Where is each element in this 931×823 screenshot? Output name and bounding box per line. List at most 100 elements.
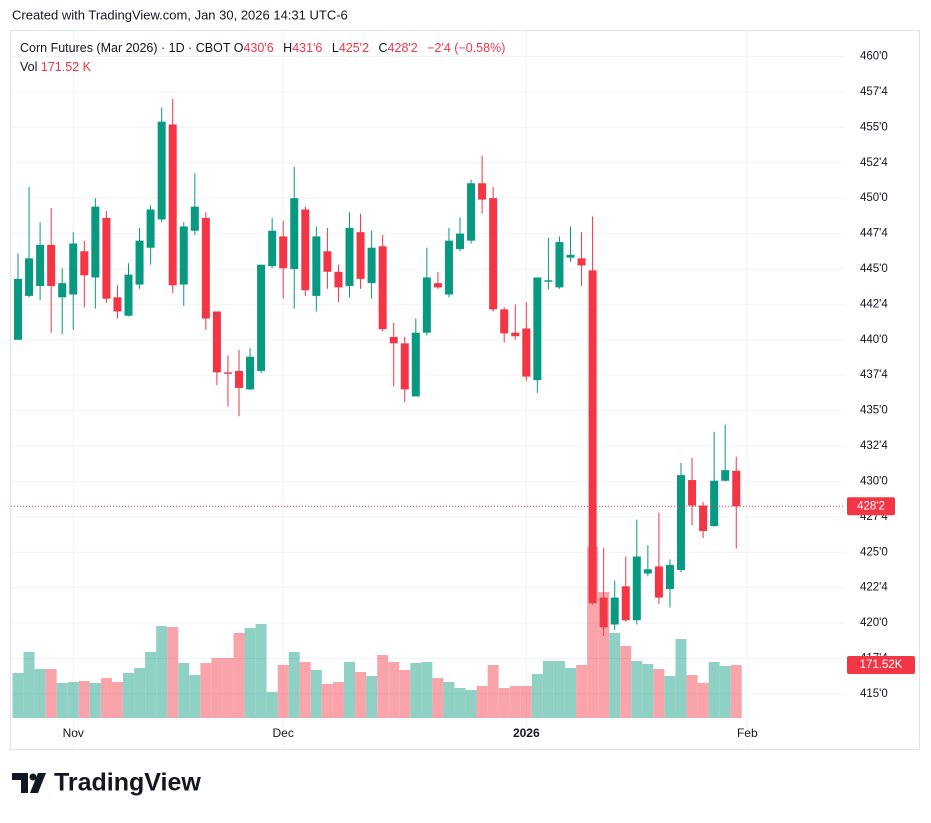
open-label: O: [233, 41, 244, 55]
y-tick-label: 422'4: [860, 582, 888, 594]
candle-body: [643, 569, 652, 574]
volume-bar: [520, 685, 532, 718]
volume-label: Vol: [20, 60, 38, 74]
candle-body: [456, 233, 464, 250]
volume-bar: [653, 668, 665, 718]
candle-body: [621, 586, 630, 621]
y-tick-label: 420'0: [860, 617, 888, 629]
volume-bar: [675, 639, 687, 718]
candle-body: [422, 277, 431, 333]
candle-body: [478, 183, 487, 200]
candle-body: [212, 311, 221, 373]
volume-bar: [730, 665, 742, 718]
volume-bar: [487, 665, 499, 718]
y-tick-label: 415'0: [860, 688, 888, 700]
volume-bar: [288, 651, 300, 718]
candle-body: [168, 124, 177, 286]
candle-body: [36, 244, 45, 286]
y-tick-label: 447'4: [860, 228, 888, 240]
volume-bar: [719, 665, 731, 718]
candle-body: [91, 206, 100, 278]
candle-body: [533, 277, 542, 381]
volume-bar: [89, 682, 101, 718]
y-tick-label: 457'4: [860, 86, 888, 98]
volume-bar: [23, 651, 35, 718]
candle-body: [279, 236, 288, 269]
volume-bar: [432, 678, 444, 718]
volume-bar: [553, 660, 565, 718]
candle-body: [577, 258, 586, 266]
candle-body: [47, 244, 56, 286]
last-price-label: 428'2: [857, 500, 885, 512]
volume-bar: [12, 673, 24, 718]
symbol: Corn Futures (Mar 2026) · 1D · CBOT: [20, 41, 231, 55]
volume-bar: [598, 592, 610, 718]
candle-body: [334, 271, 343, 288]
volume-bar: [222, 657, 234, 718]
volume-bar: [620, 646, 632, 718]
low-label: L: [331, 41, 339, 55]
candle-body: [257, 264, 266, 371]
volume-bar: [531, 673, 543, 718]
volume-bar: [421, 662, 433, 718]
candle-body: [433, 283, 442, 288]
candle-body: [246, 356, 255, 390]
volume-bar: [576, 665, 588, 718]
low-value: 425'2: [338, 41, 370, 55]
volume-bar: [189, 675, 201, 718]
legend: Corn Futures (Mar 2026) · 1D · CBOT O430…: [20, 39, 511, 77]
volume-bar: [697, 682, 709, 718]
x-tick-label: Feb: [737, 726, 758, 740]
high-value: 431'6: [292, 41, 323, 55]
volume-bar: [443, 682, 455, 718]
y-tick-label: 440'0: [860, 334, 888, 346]
legend-row: Corn Futures (Mar 2026) · 1D · CBOT O430…: [20, 39, 511, 58]
candle-body: [400, 343, 409, 390]
candle-body: [25, 258, 34, 296]
candle-body: [665, 565, 674, 590]
volume-bar: [45, 668, 57, 718]
candle-body: [555, 242, 564, 288]
candle-body: [677, 475, 685, 570]
candle-body: [235, 370, 243, 388]
volume-bar: [377, 654, 389, 718]
candle-body: [467, 183, 476, 241]
candle-body: [699, 505, 708, 532]
candle-body: [721, 470, 730, 481]
candle-body: [146, 209, 155, 248]
candle-body: [223, 372, 232, 374]
volume-bar: [366, 676, 378, 718]
volume-bar: [299, 662, 311, 718]
volume-bar: [609, 632, 621, 718]
candle-body: [544, 280, 553, 282]
candle-body: [444, 240, 453, 295]
volume-bar: [454, 687, 466, 718]
volume-bar: [498, 687, 510, 718]
volume-bar: [78, 681, 90, 718]
volume-bar: [410, 662, 422, 718]
y-tick-label: 460'0: [860, 51, 888, 63]
volume-bar: [111, 682, 123, 718]
candle-body: [688, 480, 697, 506]
volume-bar: [266, 692, 278, 718]
open-value: 430'6: [243, 41, 274, 55]
volume-bar: [664, 676, 676, 718]
volume-bar: [321, 684, 333, 718]
candle-body: [710, 480, 719, 527]
y-tick-label: 452'4: [860, 157, 888, 169]
volume-bar: [708, 662, 720, 718]
y-tick-label: 435'0: [860, 405, 888, 417]
y-tick-label: 450'0: [860, 192, 888, 204]
volume-bar: [542, 660, 554, 718]
volume-bar: [565, 668, 576, 718]
y-tick-label: 430'0: [860, 475, 888, 487]
volume-bar: [56, 682, 68, 718]
legend-row: Vol 171.52 K: [20, 58, 511, 77]
y-tick-label: 455'0: [860, 121, 888, 133]
candle-body: [500, 309, 509, 334]
candle-body: [113, 297, 122, 312]
y-tick-label: 437'4: [860, 369, 888, 381]
volume-bar: [355, 671, 367, 718]
volume-bar: [178, 662, 190, 718]
